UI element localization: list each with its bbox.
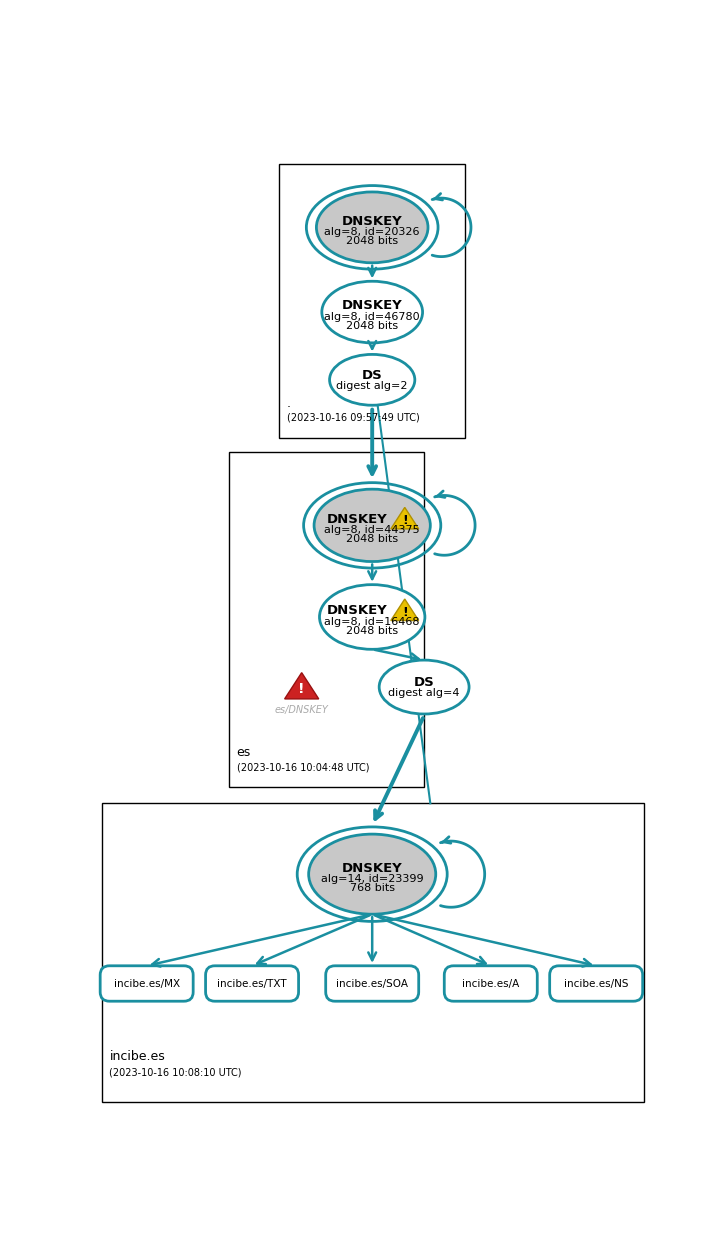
FancyBboxPatch shape (444, 966, 537, 1001)
Text: incibe.es/SOA: incibe.es/SOA (336, 979, 408, 989)
Text: digest alg=2: digest alg=2 (337, 381, 408, 391)
Text: alg=14, id=23399: alg=14, id=23399 (321, 873, 424, 883)
Text: 2048 bits: 2048 bits (346, 534, 398, 544)
Text: 2048 bits: 2048 bits (346, 321, 398, 331)
FancyBboxPatch shape (100, 966, 193, 1001)
Text: DNSKEY: DNSKEY (326, 512, 387, 526)
Text: 2048 bits: 2048 bits (346, 625, 398, 635)
Text: alg=8, id=46780: alg=8, id=46780 (324, 312, 420, 322)
Text: (2023-10-16 10:08:10 UTC): (2023-10-16 10:08:10 UTC) (110, 1068, 242, 1078)
Polygon shape (285, 673, 318, 699)
Bar (229, 452, 424, 787)
Text: 768 bits: 768 bits (350, 883, 395, 893)
Ellipse shape (322, 281, 422, 343)
Text: DNSKEY: DNSKEY (342, 862, 403, 875)
Text: .: . (287, 397, 291, 410)
Bar (102, 803, 644, 1103)
Text: digest alg=4: digest alg=4 (388, 688, 460, 698)
Text: incibe.es/TXT: incibe.es/TXT (217, 979, 287, 989)
Ellipse shape (319, 585, 425, 649)
Text: DNSKEY: DNSKEY (342, 214, 403, 228)
Text: alg=8, id=44375: alg=8, id=44375 (324, 525, 420, 535)
Text: !: ! (402, 514, 408, 528)
Ellipse shape (316, 192, 428, 263)
Text: (2023-10-16 10:04:48 UTC): (2023-10-16 10:04:48 UTC) (236, 762, 369, 772)
Text: DNSKEY: DNSKEY (326, 604, 387, 618)
Text: incibe.es: incibe.es (110, 1050, 165, 1063)
Ellipse shape (379, 660, 469, 714)
Text: es: es (236, 747, 251, 759)
Text: !: ! (402, 605, 408, 619)
Text: alg=8, id=20326: alg=8, id=20326 (324, 227, 420, 237)
Ellipse shape (314, 489, 430, 561)
Text: DNSKEY: DNSKEY (342, 299, 403, 312)
Ellipse shape (329, 355, 415, 405)
Text: DS: DS (414, 675, 435, 689)
Ellipse shape (309, 834, 435, 915)
Text: incibe.es/NS: incibe.es/NS (564, 979, 628, 989)
FancyBboxPatch shape (326, 966, 419, 1001)
Text: DS: DS (362, 368, 382, 382)
Text: 2048 bits: 2048 bits (346, 237, 398, 247)
Text: incibe.es/MX: incibe.es/MX (113, 979, 180, 989)
FancyBboxPatch shape (206, 966, 299, 1001)
Text: es/DNSKEY: es/DNSKEY (275, 705, 329, 715)
Polygon shape (391, 507, 419, 529)
Text: alg=8, id=16468: alg=8, id=16468 (324, 616, 420, 626)
Text: !: ! (298, 682, 305, 695)
Bar (279, 164, 465, 437)
Polygon shape (391, 599, 419, 620)
Text: (2023-10-16 09:57:49 UTC): (2023-10-16 09:57:49 UTC) (287, 412, 419, 422)
Text: incibe.es/A: incibe.es/A (462, 979, 519, 989)
FancyBboxPatch shape (550, 966, 643, 1001)
